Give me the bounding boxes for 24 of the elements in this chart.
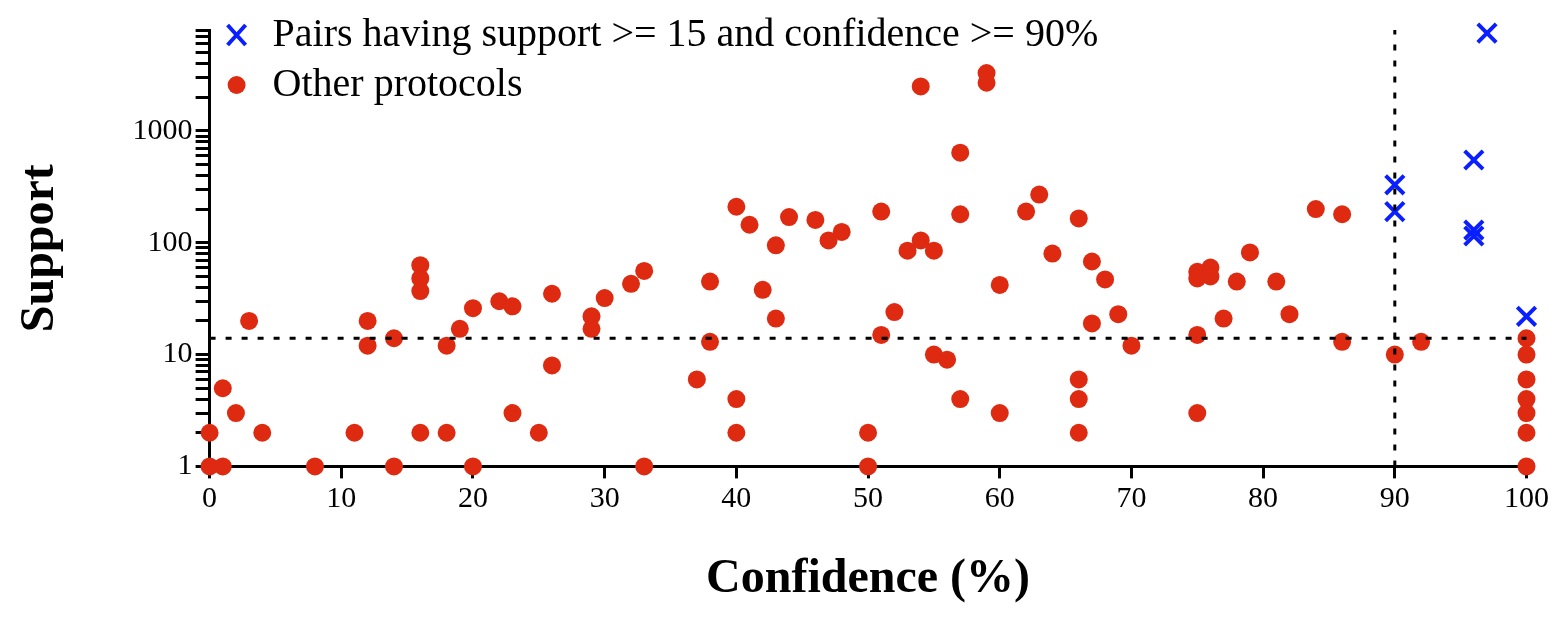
x-tick-label: 60 (984, 480, 1015, 514)
y-tick-label: 1000 (132, 111, 193, 145)
x-tick-label: 20 (457, 480, 488, 514)
point (1383, 173, 1406, 196)
x-tick-label: 0 (202, 480, 218, 514)
x-tick-label: 90 (1379, 480, 1410, 514)
point (1462, 148, 1486, 172)
x-axis-title: Confidence (%) (706, 548, 1031, 603)
y-axis-title: Support (10, 164, 64, 333)
y-tick-label: 10 (162, 335, 193, 369)
x-tick-label: 30 (589, 480, 620, 514)
point (1383, 200, 1406, 223)
x-tick-label: 10 (326, 480, 357, 514)
point (1475, 21, 1499, 45)
x-tick-label: 40 (721, 480, 752, 514)
y-tick-label: 100 (147, 223, 193, 257)
point (1515, 305, 1538, 328)
x-tick-label: 50 (853, 480, 884, 514)
y-tick-label: 1 (177, 447, 193, 481)
x-tick-label: 80 (1248, 480, 1279, 514)
legend-label: Other protocols (272, 59, 523, 105)
x-tick-label: 70 (1116, 480, 1147, 514)
x-tick-label: 100 (1504, 480, 1549, 514)
legend-label: Pairs having support >= 15 and confidence >= 90% (272, 9, 1099, 55)
